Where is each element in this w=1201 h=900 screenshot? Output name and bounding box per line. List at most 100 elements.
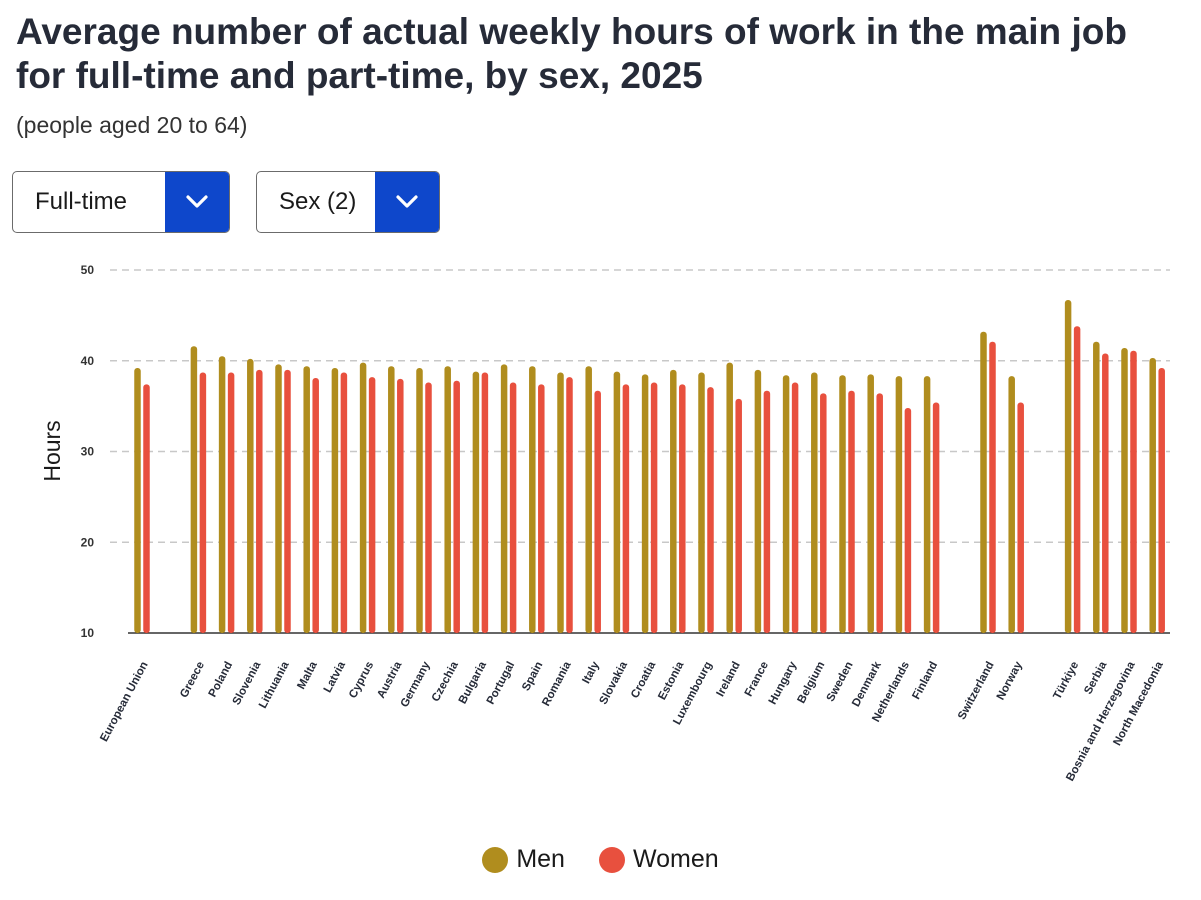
x-tick-label: Serbia: [1082, 659, 1109, 696]
legend-label-men: Men: [516, 845, 565, 873]
worktime-selected-value: Full-time: [35, 188, 128, 215]
y-tick-label: 30: [81, 445, 95, 459]
bar-women: [679, 384, 686, 633]
bar-men: [726, 362, 733, 633]
bar-women: [707, 387, 714, 633]
bar-men: [1121, 348, 1128, 633]
bar-men: [529, 366, 536, 633]
bar-men: [670, 369, 677, 633]
bar-women: [312, 377, 319, 633]
y-tick-label: 20: [81, 535, 95, 549]
x-tick-label: Estonia: [656, 659, 686, 702]
bar-men: [641, 374, 649, 633]
bar-women: [1158, 368, 1165, 633]
x-tick-label: Poland: [207, 660, 236, 699]
x-tick-label: Italy: [580, 659, 602, 685]
legend-dot-men: [482, 846, 509, 873]
bar-women: [397, 378, 404, 633]
bar-men: [275, 364, 282, 633]
bar-women: [1073, 326, 1081, 633]
bar-women: [256, 369, 263, 633]
x-tick-label: Hungary: [767, 659, 800, 706]
bar-men: [1149, 358, 1156, 633]
bar-women: [848, 390, 855, 633]
bar-women: [876, 393, 883, 633]
bar-women: [1130, 350, 1137, 633]
bar-women: [594, 390, 601, 633]
bar-women: [622, 384, 630, 633]
bar-men: [839, 375, 846, 633]
bar-men: [895, 376, 903, 633]
bar-men: [247, 358, 254, 633]
worktime-dropdown-button[interactable]: [165, 172, 229, 232]
sex-dropdown-button[interactable]: [375, 172, 439, 232]
x-tick-label: Greece: [178, 660, 207, 700]
chart-title: Average number of actual weekly hours of…: [16, 11, 1127, 96]
bar-men: [190, 346, 198, 633]
bar-men: [980, 331, 987, 633]
bar-women: [932, 402, 940, 633]
bar-women: [820, 393, 827, 633]
legend-item-women[interactable]: Women: [598, 845, 719, 874]
bar-men: [585, 366, 592, 633]
x-tick-label: Slovakia: [598, 659, 631, 706]
legend-label-women: Women: [632, 845, 719, 873]
bar-men: [134, 368, 141, 633]
x-tick-label: Switzerland: [956, 660, 997, 722]
bar-women: [650, 382, 658, 633]
sex-selected-value: Sex (2): [279, 188, 357, 215]
x-tick-label: Germany: [399, 659, 433, 709]
bar-men: [1064, 299, 1072, 633]
x-tick-label: European Union: [98, 660, 150, 744]
x-tick-label: Portugal: [485, 660, 517, 707]
x-tick-label: France: [743, 660, 771, 699]
x-tick-label: Ireland: [715, 660, 743, 699]
bar-women: [791, 382, 799, 633]
bar-men: [698, 372, 705, 633]
bar-men: [444, 366, 451, 633]
bar-men: [754, 369, 762, 633]
y-axis-title: Hours: [39, 420, 65, 481]
chevron-down-icon: [396, 195, 418, 208]
legend-dot-women: [598, 846, 625, 873]
bar-men: [388, 366, 395, 633]
chevron-down-icon: [186, 195, 208, 208]
bar-women: [143, 384, 150, 633]
x-tick-label: Malta: [295, 659, 320, 691]
bar-women: [199, 372, 207, 633]
legend-item-men[interactable]: Men: [482, 845, 565, 874]
bar-men: [811, 372, 818, 633]
worktime-dropdown[interactable]: Full-time: [12, 171, 230, 233]
x-tick-label: Latvia: [322, 659, 348, 695]
bar-men: [1008, 376, 1015, 633]
x-tick-label: Croatia: [629, 659, 658, 700]
bar-men: [472, 371, 480, 633]
bar-women: [453, 380, 460, 633]
sex-dropdown[interactable]: Sex (2): [256, 171, 440, 233]
y-tick-label: 50: [81, 263, 95, 277]
chart-subtitle: (people aged 20 to 64): [16, 112, 248, 138]
x-tick-label: Türkiye: [1051, 660, 1081, 702]
bar-women: [481, 372, 489, 633]
x-tick-label: Bulgaria: [457, 659, 489, 706]
bar-women: [566, 377, 573, 633]
bar-women: [509, 382, 517, 633]
x-tick-label: Sweden: [825, 660, 856, 704]
bar-women: [227, 372, 235, 633]
x-tick-label: Norway: [995, 659, 1025, 702]
chart-legend: Men Women: [0, 845, 1201, 874]
bar-women: [538, 384, 545, 633]
bar-chart: 10 20 30 40 50 Hours European Union Greece Polan…: [39, 263, 1170, 783]
x-tick-label: Belgium: [796, 660, 828, 706]
bar-men: [1093, 341, 1100, 633]
bar-women: [735, 398, 742, 633]
bar-women: [763, 390, 771, 633]
bar-women: [368, 377, 376, 633]
bar-women: [340, 372, 348, 633]
bar-women: [904, 407, 912, 633]
bar-women: [1102, 353, 1109, 633]
y-tick-label: 10: [81, 626, 95, 640]
x-tick-label: Austria: [375, 659, 404, 700]
bar-men: [331, 368, 339, 633]
bar-men: [557, 372, 564, 633]
